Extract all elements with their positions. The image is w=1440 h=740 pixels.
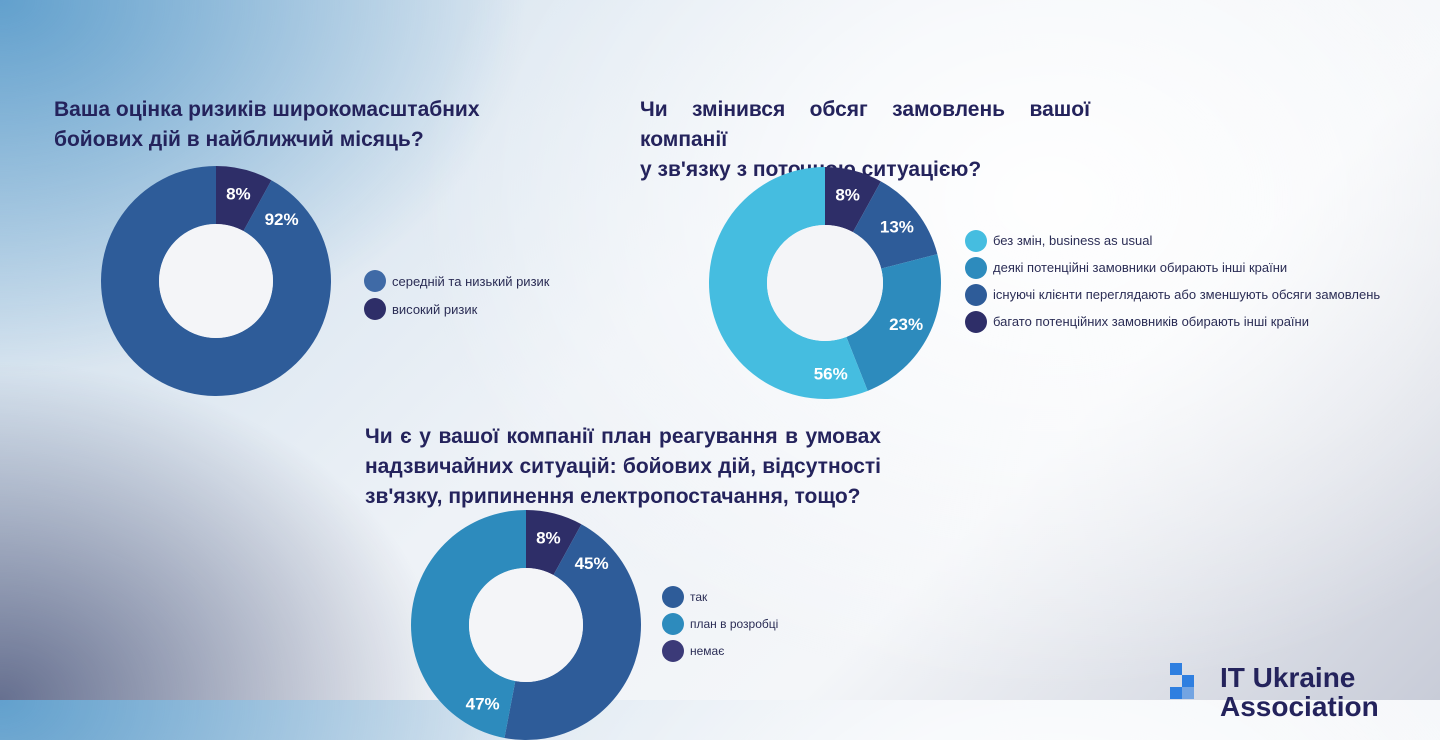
legend-label: середній та низький ризик <box>392 273 550 289</box>
chart-3-legend: так план в розробці немає <box>662 583 778 664</box>
chart-3-title-line: зв'язку, припинення електропостачання, т… <box>365 485 861 508</box>
legend-swatch <box>364 298 386 320</box>
emergency-plan-donut-chart: 8% 45% 47% <box>411 510 641 740</box>
legend-swatch <box>965 283 987 306</box>
donut-hole <box>469 568 583 682</box>
legend-label: існуючі клієнти переглядають або зменшую… <box>993 287 1381 302</box>
legend-item: деякі потенційні замовники обирають інші… <box>965 254 1380 281</box>
slice-value-label: 92% <box>265 210 299 229</box>
chart-1-title-line: Ваша оцінка ризиків широкомасштабних <box>54 98 480 121</box>
legend-swatch <box>965 229 987 252</box>
slice-value-label: 47% <box>466 694 500 713</box>
donut-slice <box>852 181 938 269</box>
legend-swatch <box>965 256 987 279</box>
donut-hole <box>159 224 273 338</box>
chart-2-legend: без змін, business as usual деякі потенц… <box>965 227 1380 335</box>
legend-item: високий ризик <box>364 295 549 323</box>
legend-label: план в розробці <box>690 616 779 631</box>
donut-slice <box>526 510 582 576</box>
legend-label: немає <box>690 643 725 658</box>
slice-value-label: 8% <box>835 185 860 204</box>
slice-value-label: 8% <box>536 528 561 547</box>
legend-label: деякі потенційні замовники обирають інші… <box>993 260 1288 275</box>
chart-3-title: Чи є у вашої компанії план реагування в … <box>365 422 881 512</box>
legend-swatch <box>662 639 684 662</box>
donut-slice <box>846 254 941 391</box>
logo-wordmark: IT Ukraine Association <box>1220 663 1379 721</box>
legend-label: без змін, business as usual <box>993 233 1153 248</box>
it-ukraine-logo: IT Ukraine Association <box>1170 663 1379 721</box>
chart-1-title: Ваша оцінка ризиків широкомасштабних бой… <box>54 95 494 155</box>
slice-value-label: 56% <box>814 364 848 383</box>
donut-slice <box>100 166 331 396</box>
donut-hole <box>767 225 883 341</box>
legend-item: багато потенційних замовників обирають і… <box>965 308 1380 335</box>
legend-item: середній та низький ризик <box>364 267 549 295</box>
logo-line-2: Association <box>1220 691 1379 722</box>
legend-label: багато потенційних замовників обирають і… <box>993 314 1309 329</box>
donut-slice <box>504 524 641 740</box>
legend-label: високий ризик <box>392 301 478 317</box>
legend-item: існуючі клієнти переглядають або зменшую… <box>965 281 1380 308</box>
slice-value-label: 45% <box>575 554 609 573</box>
logo-line-1: IT Ukraine <box>1220 662 1356 693</box>
chart-1-title-line: бойових дій в найближчий місяць? <box>54 128 424 151</box>
chart-1-legend: середній та низький ризик високий ризик <box>364 267 549 323</box>
chart-3-title-line: Чи є у вашої компанії план реагування в … <box>365 425 881 448</box>
slice-value-label: 23% <box>889 315 923 334</box>
slice-value-label: 13% <box>880 218 914 237</box>
legend-swatch <box>662 585 684 608</box>
logo-squares-icon <box>1170 663 1200 703</box>
orders-donut-chart: 8% 13% 23% 56% <box>709 167 941 399</box>
legend-item: немає <box>662 637 778 664</box>
donut-slice <box>825 167 881 233</box>
legend-item: так <box>662 583 778 610</box>
risk-donut-chart: 8% 92% <box>100 166 331 396</box>
legend-swatch <box>965 310 987 333</box>
legend-item: без змін, business as usual <box>965 227 1380 254</box>
chart-2-title-line: Чи змінився обсяг замовлень вашої компан… <box>640 98 1090 151</box>
chart-3-title-line: надзвичайних ситуацій: бойових дій, відс… <box>365 455 881 478</box>
donut-slice <box>216 166 272 232</box>
legend-label: так <box>690 589 708 604</box>
donut-slice <box>411 510 526 738</box>
legend-swatch <box>364 270 386 292</box>
slice-value-label: 8% <box>226 184 251 203</box>
legend-swatch <box>662 612 684 635</box>
legend-item: план в розробці <box>662 610 778 637</box>
donut-slice <box>709 167 868 399</box>
